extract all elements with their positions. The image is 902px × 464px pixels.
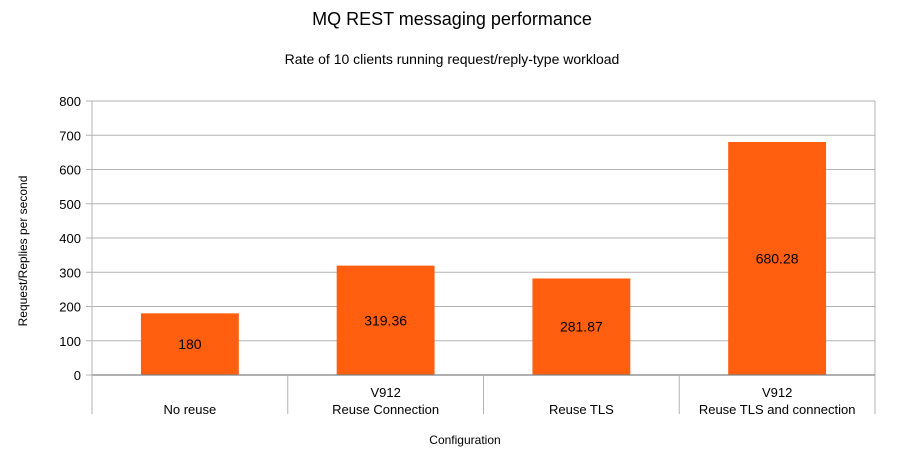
y-tick-label: 0 <box>74 368 81 383</box>
y-tick-label: 800 <box>59 94 81 109</box>
bar-data-label: 319.36 <box>364 312 407 328</box>
y-tick-label: 200 <box>59 300 81 315</box>
bar <box>336 265 435 375</box>
x-tick-label: Reuse TLS <box>549 402 614 417</box>
gridlines <box>92 100 876 375</box>
y-tick-label: 300 <box>59 265 81 280</box>
y-tick-label: 400 <box>59 231 81 246</box>
x-axis-label: Configuration <box>429 433 500 447</box>
y-axis-label: Request/Replies per second <box>16 176 30 327</box>
bar <box>532 278 631 375</box>
axes: 0 100 200 300 400 500 600 700 800 No reuse V912 Reu… <box>59 94 876 417</box>
x-tick-label: No reuse <box>164 402 217 417</box>
y-tick-label: 500 <box>59 197 81 212</box>
bar-data-label: 281.87 <box>560 319 603 335</box>
y-tick-label: 100 <box>59 334 81 349</box>
bar <box>140 313 239 375</box>
bar-data-label: 680.28 <box>756 251 799 267</box>
bar-data-label: 180 <box>178 336 202 352</box>
x-tick-label: V912 Reuse Connection <box>332 385 439 417</box>
bar <box>728 142 827 375</box>
chart-title: MQ REST messaging performance <box>312 9 592 29</box>
bars: 180 319.36 281.87 680.28 <box>140 142 827 375</box>
x-tick-label: V912 Reuse TLS and connection <box>699 385 856 417</box>
chart-subtitle: Rate of 10 clients running request/reply… <box>285 51 620 67</box>
y-tick-label: 600 <box>59 163 81 178</box>
y-tick-label: 700 <box>59 128 81 143</box>
